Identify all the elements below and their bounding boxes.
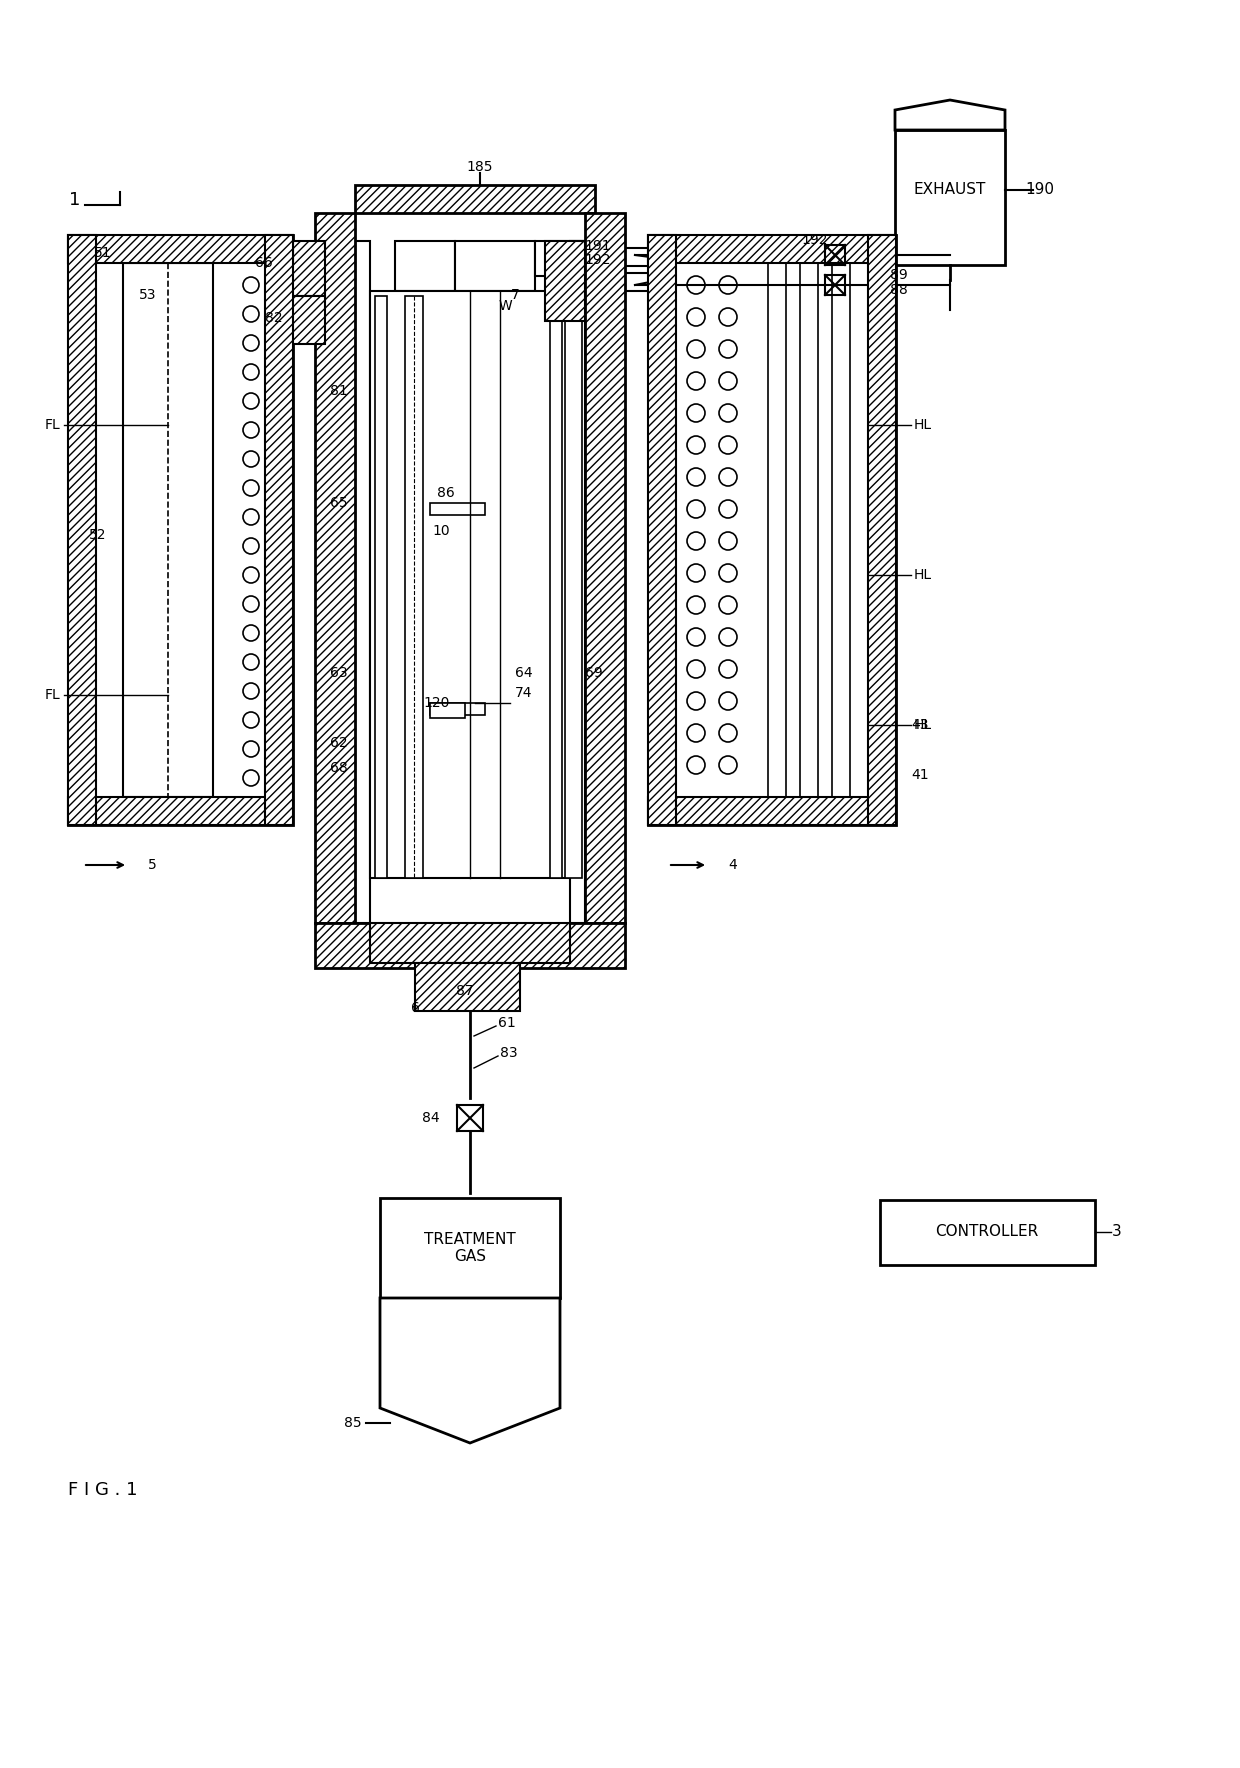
- Text: F I G . 1: F I G . 1: [68, 1482, 138, 1499]
- Text: 1: 1: [69, 191, 81, 209]
- Bar: [534, 240, 585, 276]
- Bar: [374, 295, 387, 879]
- Bar: [396, 240, 455, 292]
- Bar: [825, 246, 844, 265]
- Polygon shape: [895, 101, 1004, 131]
- Text: 85: 85: [345, 1416, 362, 1430]
- Text: W: W: [498, 299, 512, 313]
- Text: 191: 191: [585, 239, 611, 253]
- Bar: [585, 248, 650, 265]
- Text: HL: HL: [914, 568, 932, 582]
- Text: FL: FL: [45, 688, 60, 702]
- Bar: [880, 1200, 1095, 1264]
- Bar: [315, 212, 355, 923]
- Text: CONTROLLER: CONTROLLER: [935, 1225, 1039, 1239]
- Text: 5: 5: [148, 857, 156, 872]
- Text: 88: 88: [890, 283, 908, 297]
- Text: 83: 83: [500, 1047, 517, 1061]
- Text: HL: HL: [914, 417, 932, 431]
- Bar: [265, 235, 293, 826]
- Bar: [68, 797, 293, 826]
- Bar: [649, 797, 897, 826]
- Bar: [68, 235, 293, 826]
- Bar: [800, 263, 818, 797]
- Text: 66: 66: [255, 256, 273, 271]
- Text: 82: 82: [265, 311, 283, 325]
- Text: 7: 7: [511, 288, 520, 302]
- Text: 84: 84: [423, 1110, 440, 1124]
- Bar: [430, 504, 485, 514]
- Text: 192: 192: [802, 233, 828, 248]
- Bar: [895, 131, 1004, 265]
- Text: 87: 87: [456, 985, 474, 997]
- Bar: [551, 295, 562, 879]
- Bar: [315, 923, 625, 969]
- Bar: [585, 272, 650, 292]
- Bar: [570, 240, 585, 923]
- Text: 69: 69: [585, 667, 603, 681]
- Bar: [649, 235, 676, 826]
- Bar: [546, 240, 585, 322]
- Bar: [649, 235, 897, 263]
- Text: 4: 4: [728, 857, 737, 872]
- Bar: [868, 235, 897, 826]
- Bar: [405, 295, 423, 879]
- Text: 185: 185: [466, 159, 494, 173]
- Text: 81: 81: [330, 384, 348, 398]
- Text: 86: 86: [438, 486, 455, 500]
- Text: FL: FL: [45, 417, 60, 431]
- Text: 43: 43: [911, 718, 929, 732]
- Bar: [68, 235, 293, 263]
- Text: 61: 61: [498, 1017, 516, 1031]
- Text: 41: 41: [911, 767, 929, 781]
- Text: EXHAUST: EXHAUST: [914, 182, 986, 198]
- Text: 190: 190: [1025, 182, 1054, 198]
- Text: 65: 65: [330, 497, 348, 509]
- Text: HL: HL: [914, 718, 932, 732]
- Text: 64: 64: [515, 667, 533, 681]
- Text: TREATMENT
GAS: TREATMENT GAS: [424, 1232, 516, 1264]
- Text: 192: 192: [585, 253, 611, 267]
- Text: 89: 89: [890, 269, 908, 283]
- Polygon shape: [379, 1298, 560, 1443]
- Text: 62: 62: [330, 735, 348, 750]
- Text: 51: 51: [94, 246, 112, 260]
- Bar: [825, 276, 844, 295]
- Bar: [455, 240, 534, 292]
- Text: 53: 53: [139, 288, 156, 302]
- Bar: [649, 235, 897, 826]
- Bar: [415, 964, 520, 1011]
- Bar: [379, 1199, 560, 1298]
- Bar: [458, 1105, 484, 1132]
- Text: 3: 3: [1112, 1225, 1122, 1239]
- Bar: [355, 186, 595, 212]
- Bar: [355, 240, 370, 923]
- Bar: [430, 704, 485, 714]
- Bar: [832, 263, 849, 797]
- Bar: [123, 263, 213, 797]
- Bar: [280, 240, 325, 295]
- Text: 120: 120: [424, 697, 450, 711]
- Bar: [768, 263, 786, 797]
- Text: 74: 74: [515, 686, 532, 700]
- Bar: [430, 704, 465, 718]
- Bar: [370, 923, 570, 964]
- Text: 63: 63: [330, 667, 348, 681]
- Text: 6: 6: [410, 1001, 419, 1015]
- Text: 10: 10: [433, 523, 450, 537]
- Bar: [290, 295, 325, 345]
- Text: 52: 52: [88, 529, 105, 543]
- Bar: [585, 212, 625, 923]
- Bar: [370, 292, 570, 879]
- Bar: [68, 235, 95, 826]
- Text: 68: 68: [330, 760, 348, 774]
- Bar: [565, 292, 582, 879]
